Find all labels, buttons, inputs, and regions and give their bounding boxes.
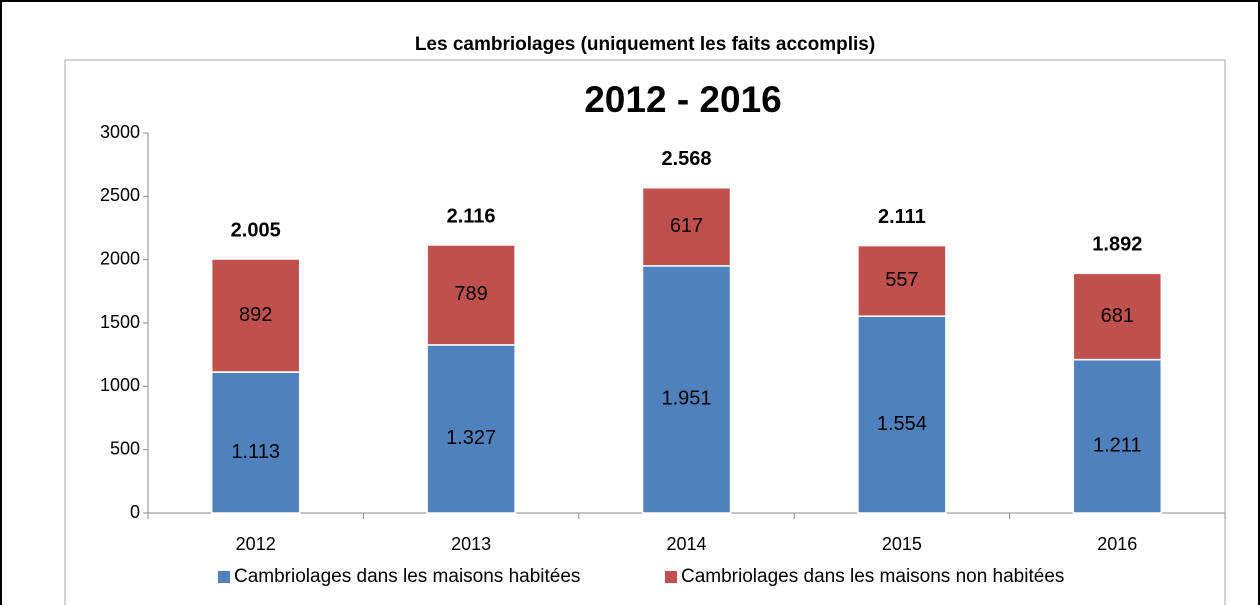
data-label: 789 — [454, 283, 487, 305]
legend-label: Cambriolages dans les maisons habitées — [234, 566, 580, 587]
legend-swatch — [218, 571, 230, 583]
x-tick-label: 2014 — [666, 534, 706, 554]
x-tick-label: 2013 — [451, 534, 491, 554]
y-tick-label: 500 — [110, 438, 140, 458]
total-label: 2.116 — [447, 205, 496, 227]
bar-segment — [641, 186, 732, 267]
data-label: 1.113 — [231, 441, 280, 463]
y-tick-label: 3000 — [100, 122, 140, 142]
data-label: 1.327 — [446, 427, 496, 449]
x-tick-label: 2016 — [1097, 534, 1137, 554]
data-label: 617 — [670, 215, 703, 237]
legend-swatch — [665, 571, 677, 583]
y-tick-label: 2000 — [100, 248, 140, 268]
data-label: 892 — [239, 304, 272, 326]
data-label: 1.554 — [877, 413, 927, 435]
bar-segment — [210, 258, 301, 373]
chart-subtitle: 2012 - 2016 — [584, 79, 782, 120]
data-label: 557 — [885, 269, 918, 291]
plot-border — [64, 59, 1226, 605]
bar-segment — [857, 244, 947, 317]
y-tick-label: 2500 — [100, 185, 140, 205]
bar-segment — [1072, 358, 1163, 514]
data-label: 1.211 — [1093, 435, 1142, 457]
x-tick-label: 2015 — [882, 534, 922, 554]
bar-segment — [1072, 272, 1163, 361]
total-label: 2.568 — [661, 148, 711, 170]
y-tick-label: 0 — [130, 502, 140, 522]
data-label: 1.951 — [661, 388, 711, 410]
bar-segment — [641, 265, 732, 514]
y-tick-label: 1500 — [100, 312, 140, 332]
bar-segment — [426, 344, 516, 514]
y-tick-label: 1000 — [100, 375, 140, 395]
x-tick-label: 2012 — [236, 534, 276, 554]
total-label: 2.005 — [231, 219, 281, 241]
total-label: 2.111 — [878, 206, 926, 228]
bar-segment — [210, 371, 301, 514]
chart-title: Les cambriolages (uniquement les faits a… — [415, 34, 875, 55]
data-label: 681 — [1101, 305, 1134, 327]
total-label: 1.892 — [1092, 234, 1142, 256]
bar-segment — [426, 244, 516, 346]
legend-label: Cambriolages dans les maisons non habité… — [681, 566, 1064, 587]
